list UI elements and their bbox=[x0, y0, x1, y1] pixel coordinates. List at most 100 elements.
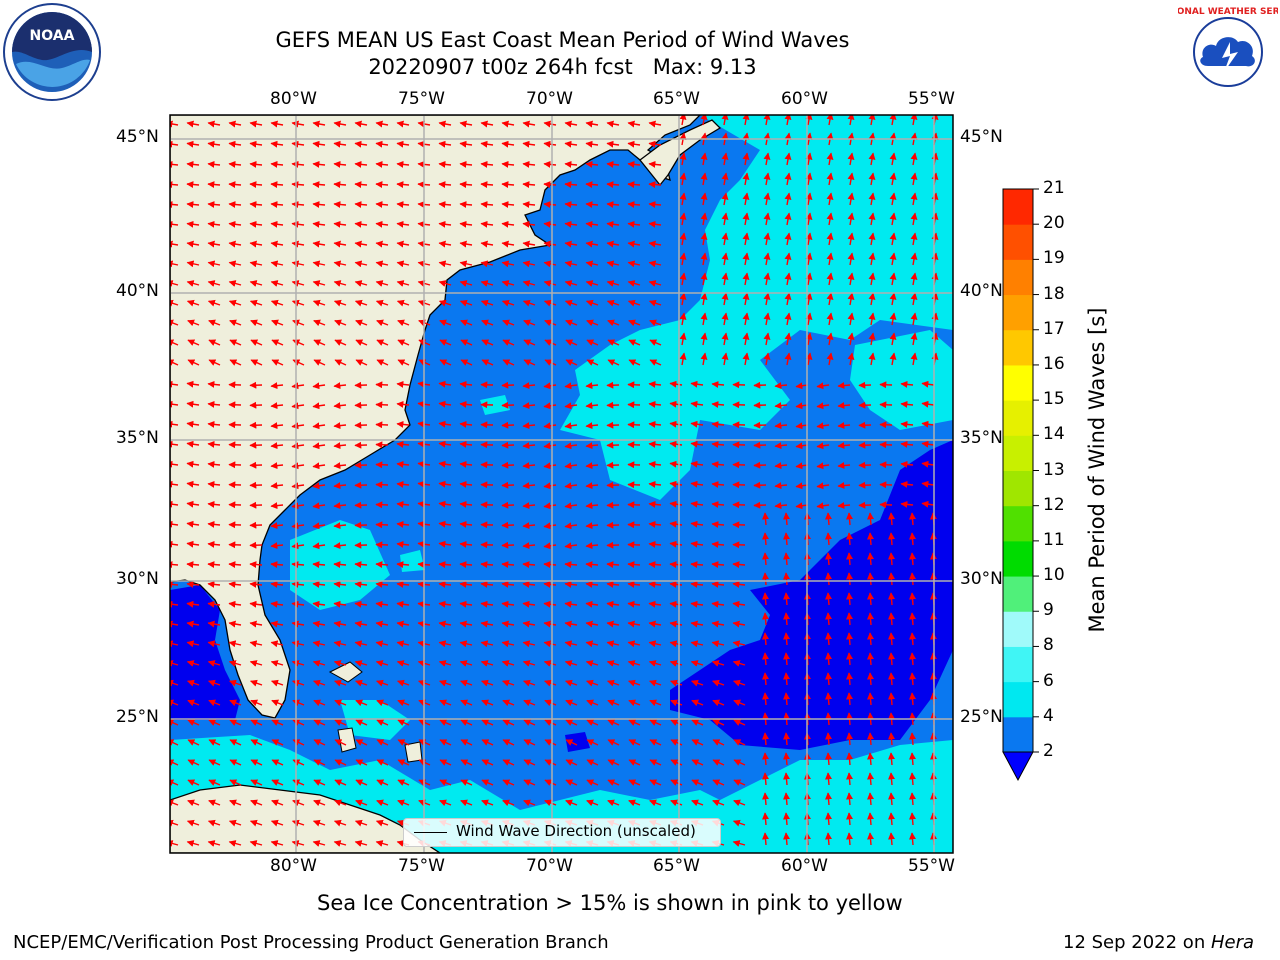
wind-wave-arrow bbox=[543, 660, 557, 667]
wind-wave-arrow bbox=[909, 812, 917, 826]
wind-wave-arrow bbox=[270, 382, 284, 390]
wind-wave-arrow bbox=[825, 512, 833, 526]
wind-wave-arrow bbox=[607, 339, 620, 346]
wind-wave-arrow bbox=[627, 299, 641, 307]
wind-wave-arrow bbox=[909, 632, 917, 646]
wind-wave-arrow bbox=[312, 160, 326, 168]
wind-wave-arrow bbox=[501, 481, 515, 489]
wind-wave-arrow bbox=[291, 240, 305, 248]
wind-wave-arrow bbox=[586, 319, 599, 327]
wind-wave-arrow bbox=[228, 600, 242, 608]
wind-wave-arrow bbox=[805, 192, 813, 206]
wind-wave-arrow bbox=[742, 252, 750, 266]
wind-wave-arrow bbox=[438, 620, 452, 628]
wind-wave-arrow bbox=[742, 152, 750, 166]
wind-wave-arrow bbox=[847, 172, 855, 186]
wind-wave-arrow bbox=[606, 660, 620, 667]
wind-wave-arrow bbox=[271, 759, 284, 766]
branch-credit: NCEP/EMC/Verification Post Processing Pr… bbox=[13, 932, 609, 953]
wind-wave-arrow bbox=[502, 739, 515, 746]
land-bahamas bbox=[328, 661, 423, 763]
wind-wave-arrow bbox=[250, 779, 263, 786]
wind-wave-arrow bbox=[627, 441, 641, 449]
wind-wave-arrow bbox=[711, 400, 725, 408]
wind-wave-arrow bbox=[763, 192, 771, 206]
wind-wave-arrow bbox=[648, 561, 662, 569]
wind-wave-arrow bbox=[312, 402, 326, 410]
wind-wave-arrow bbox=[774, 482, 788, 490]
wind-wave-arrow bbox=[312, 522, 326, 530]
wind-wave-arrow bbox=[522, 160, 536, 168]
wind-wave-arrow bbox=[271, 779, 284, 786]
wind-wave-arrow bbox=[868, 232, 876, 246]
wind-wave-arrow bbox=[700, 332, 708, 346]
wind-wave-arrow bbox=[170, 280, 179, 287]
wind-wave-arrow bbox=[375, 600, 389, 608]
wind-wave-arrow bbox=[543, 402, 557, 410]
colorbar-tick-label: 9 bbox=[1043, 600, 1054, 621]
wind-wave-arrow bbox=[207, 660, 221, 667]
legend-label: Wind Wave Direction (unscaled) bbox=[456, 822, 696, 840]
wind-wave-arrow bbox=[795, 462, 809, 470]
wind-wave-arrow bbox=[249, 299, 263, 307]
wind-wave-arrow bbox=[669, 520, 683, 528]
wind-wave-arrow bbox=[396, 140, 410, 148]
wind-wave-arrow bbox=[544, 679, 557, 687]
wind-wave-arrow bbox=[825, 612, 833, 626]
wind-wave-arrow bbox=[627, 501, 641, 509]
wind-wave-arrow bbox=[439, 759, 452, 766]
wind-wave-arrow bbox=[733, 719, 746, 726]
wind-wave-arrow bbox=[909, 592, 917, 606]
wind-wave-arrow bbox=[207, 520, 221, 528]
wind-wave-arrow bbox=[846, 812, 854, 826]
wind-wave-arrow bbox=[459, 380, 473, 388]
wind-wave-arrow bbox=[291, 280, 305, 287]
wind-wave-arrow bbox=[208, 319, 221, 327]
wind-wave-arrow bbox=[909, 512, 917, 526]
wind-wave-arrow bbox=[438, 380, 452, 388]
wind-wave-arrow bbox=[909, 732, 917, 746]
wind-wave-arrow bbox=[186, 580, 200, 588]
wind-wave-arrow bbox=[774, 402, 788, 410]
wind-wave-arrow bbox=[186, 660, 200, 667]
colorbar-segment bbox=[1003, 646, 1033, 683]
wind-wave-arrow bbox=[846, 632, 854, 646]
wind-wave-arrow bbox=[270, 181, 284, 189]
wind-wave-arrow bbox=[867, 532, 875, 546]
wind-wave-arrow bbox=[376, 679, 389, 687]
wind-wave-arrow bbox=[375, 299, 389, 307]
wind-wave-arrow bbox=[523, 319, 536, 327]
wind-wave-arrow bbox=[763, 212, 771, 226]
wind-wave-arrow bbox=[501, 421, 515, 429]
wind-wave-arrow bbox=[376, 339, 389, 346]
lon-label-bottom: 65°W bbox=[653, 856, 700, 876]
wind-wave-arrow bbox=[313, 339, 326, 346]
wind-wave-arrow bbox=[250, 319, 263, 327]
wind-wave-arrow bbox=[228, 260, 242, 268]
wind-wave-arrow bbox=[627, 140, 641, 148]
wind-wave-arrow bbox=[170, 640, 179, 648]
wind-wave-arrow bbox=[170, 260, 179, 268]
wind-wave-arrow bbox=[186, 380, 200, 388]
wind-wave-arrow bbox=[763, 272, 771, 286]
wind-wave-arrow bbox=[502, 679, 515, 687]
wind-wave-arrow bbox=[502, 759, 515, 766]
wind-wave-arrow bbox=[270, 580, 284, 588]
wind-wave-arrow bbox=[627, 181, 641, 189]
wind-wave-arrow bbox=[825, 732, 833, 746]
wind-wave-arrow bbox=[742, 332, 750, 346]
wind-wave-arrow bbox=[249, 200, 263, 208]
wind-wave-arrow bbox=[762, 612, 770, 626]
wind-wave-arrow bbox=[543, 240, 557, 248]
wind-wave-arrow bbox=[333, 561, 347, 569]
wind-wave-arrow bbox=[846, 572, 854, 586]
wind-wave-arrow bbox=[459, 160, 473, 168]
wind-wave-arrow bbox=[627, 120, 641, 128]
wind-wave-arrow bbox=[313, 319, 326, 327]
wind-wave-arrow bbox=[459, 540, 473, 548]
wind-wave-arrow bbox=[501, 461, 515, 469]
wind-wave-arrow bbox=[271, 359, 284, 366]
wind-wave-arrow bbox=[669, 600, 683, 608]
wind-wave-arrow bbox=[648, 640, 662, 648]
noaa-logo-text: NOAA bbox=[30, 28, 75, 44]
